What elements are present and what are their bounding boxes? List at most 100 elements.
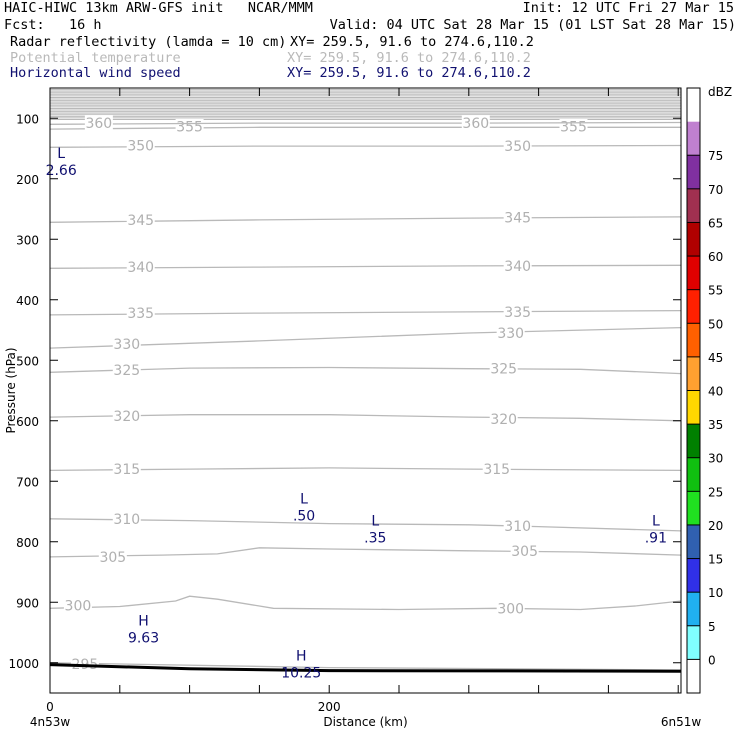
isentrope-label: 360	[462, 116, 489, 132]
colorbar-label: 75	[708, 149, 723, 163]
isentrope-label: 320	[490, 412, 517, 428]
isentrope-label: 335	[127, 306, 154, 322]
isentrope-label: 345	[127, 213, 154, 229]
field-reflectivity-name: Radar reflectivity (lamda = 10 cm)	[10, 34, 287, 50]
isentrope-label-bg	[63, 597, 92, 613]
isentrope-label: 350	[127, 138, 154, 154]
colorbar-label: 50	[708, 317, 723, 331]
colorbar-label: 65	[708, 216, 723, 230]
isentrope-label: 325	[490, 362, 517, 378]
colorbar-label: 0	[708, 653, 716, 667]
isentrope-label: 360	[85, 116, 112, 132]
isentrope-310	[49, 518, 682, 532]
extremum-H-value: 9.63	[128, 630, 159, 646]
y-tick-label: 900	[16, 596, 39, 610]
plot-frame	[49, 87, 682, 694]
extremum-L-value: .35	[364, 531, 386, 547]
isentrope-label-bg	[112, 461, 141, 477]
colorbar-label: 45	[708, 351, 723, 365]
isentrope-label: 350	[504, 139, 531, 155]
y-tick-label: 400	[16, 294, 39, 308]
isentrope-label-bg	[489, 410, 518, 426]
isentrope-label: 320	[113, 409, 140, 425]
x-tick-label: 0	[46, 700, 54, 714]
init-time: Init: 12 UTC Fri 27 Mar 15	[522, 0, 734, 16]
isentrope-label: 315	[113, 462, 140, 478]
colorbar-swatch	[687, 524, 700, 559]
isentrope-label-bg	[126, 305, 155, 321]
isentrope-label: 355	[560, 120, 587, 136]
isentrope-label: 310	[504, 519, 531, 535]
y-tick-label: 300	[16, 233, 39, 247]
colorbar-swatch	[687, 457, 700, 492]
colorbar-swatch	[687, 390, 700, 425]
colorbar-label: 5	[708, 620, 716, 634]
isentrope-label-bg	[126, 137, 155, 153]
isentrope-360	[49, 121, 682, 125]
colorbar-label: 60	[708, 250, 723, 264]
isentrope-label: 330	[113, 337, 140, 353]
isentrope-label-bg	[112, 335, 141, 351]
forecast-hour: Fcst: 16 h	[4, 17, 102, 33]
isentrope-label-bg	[175, 118, 204, 134]
isentrope-305	[49, 547, 682, 558]
isentrope-label-bg	[112, 510, 141, 526]
isentrope-label: 330	[497, 326, 524, 342]
extremum-L-marker: L	[300, 491, 308, 507]
colorbar-label: 35	[708, 418, 723, 432]
colorbar-label: 20	[708, 519, 723, 533]
isentrope-label: 345	[504, 210, 531, 226]
isentrope-label-bg	[84, 115, 113, 131]
extremum-L-value: 2.66	[46, 163, 77, 179]
extremum-L-value: .91	[645, 531, 667, 547]
colorbar-label: 55	[708, 284, 723, 298]
isentrope-label-bg	[112, 407, 141, 423]
colorbar-swatch	[687, 289, 700, 324]
model-title: HAIC-HIWC 13km ARW-GFS init NCAR/MMM	[4, 0, 313, 16]
isentrope-label: 355	[176, 120, 203, 136]
isentrope-325	[49, 366, 682, 375]
extremum-L-marker: L	[57, 146, 65, 162]
y-tick-label: 100	[16, 112, 39, 126]
x-axis-label: Distance (km)	[323, 715, 407, 729]
terrain-line	[49, 663, 682, 673]
field-reflectivity-xy: XY= 259.5, 91.6 to 274.6,110.2	[290, 34, 534, 50]
colorbar-swatch	[687, 323, 700, 357]
colorbar-swatch	[687, 155, 700, 189]
isentrope-label-bg	[126, 259, 155, 275]
isentrope-label-bg	[503, 138, 532, 154]
isentrope-320	[49, 414, 682, 422]
isentrope-300	[49, 595, 682, 611]
colorbar-swatch	[687, 491, 700, 525]
colorbar-label: 10	[708, 586, 723, 600]
isentrope-label-bg	[112, 361, 141, 377]
colorbar-swatch	[687, 592, 700, 626]
isentrope-label-bg	[489, 360, 518, 376]
x-endpoint-left: 4n53w	[30, 715, 71, 729]
isentrope-label: 340	[504, 259, 531, 275]
isentrope-label-bg	[503, 303, 532, 319]
isentrope-label-bg	[482, 461, 511, 477]
extremum-H-marker: H	[296, 649, 307, 665]
x-tick-label: 200	[318, 700, 341, 714]
extremum-L-marker: L	[371, 514, 379, 530]
isentrope-label-bg	[510, 542, 539, 558]
isentrope-330	[49, 326, 682, 349]
extremum-H-marker: H	[138, 613, 149, 629]
extremum-L-marker: L	[652, 514, 660, 530]
isentrope-295	[49, 662, 682, 671]
colorbar-swatch	[687, 424, 700, 458]
field-theta-name: Potential temperature	[10, 50, 181, 66]
valid-time: Valid: 04 UTC Sat 28 Mar 15 (01 LST Sat …	[329, 17, 736, 33]
y-tick-label: 1000	[8, 657, 39, 671]
colorbar-label: 40	[708, 385, 723, 399]
isentrope-label-bg	[496, 325, 525, 341]
x-endpoint-right: 6n51w	[661, 715, 702, 729]
colorbar-label: 15	[708, 553, 723, 567]
field-theta-xy: XY= 259.5, 91.6 to 274.6,110.2	[287, 50, 531, 66]
colorbar-label: 25	[708, 485, 723, 499]
colorbar-swatch	[687, 88, 700, 122]
colorbar-swatch	[687, 558, 700, 593]
isentrope-label-bg	[98, 548, 127, 564]
